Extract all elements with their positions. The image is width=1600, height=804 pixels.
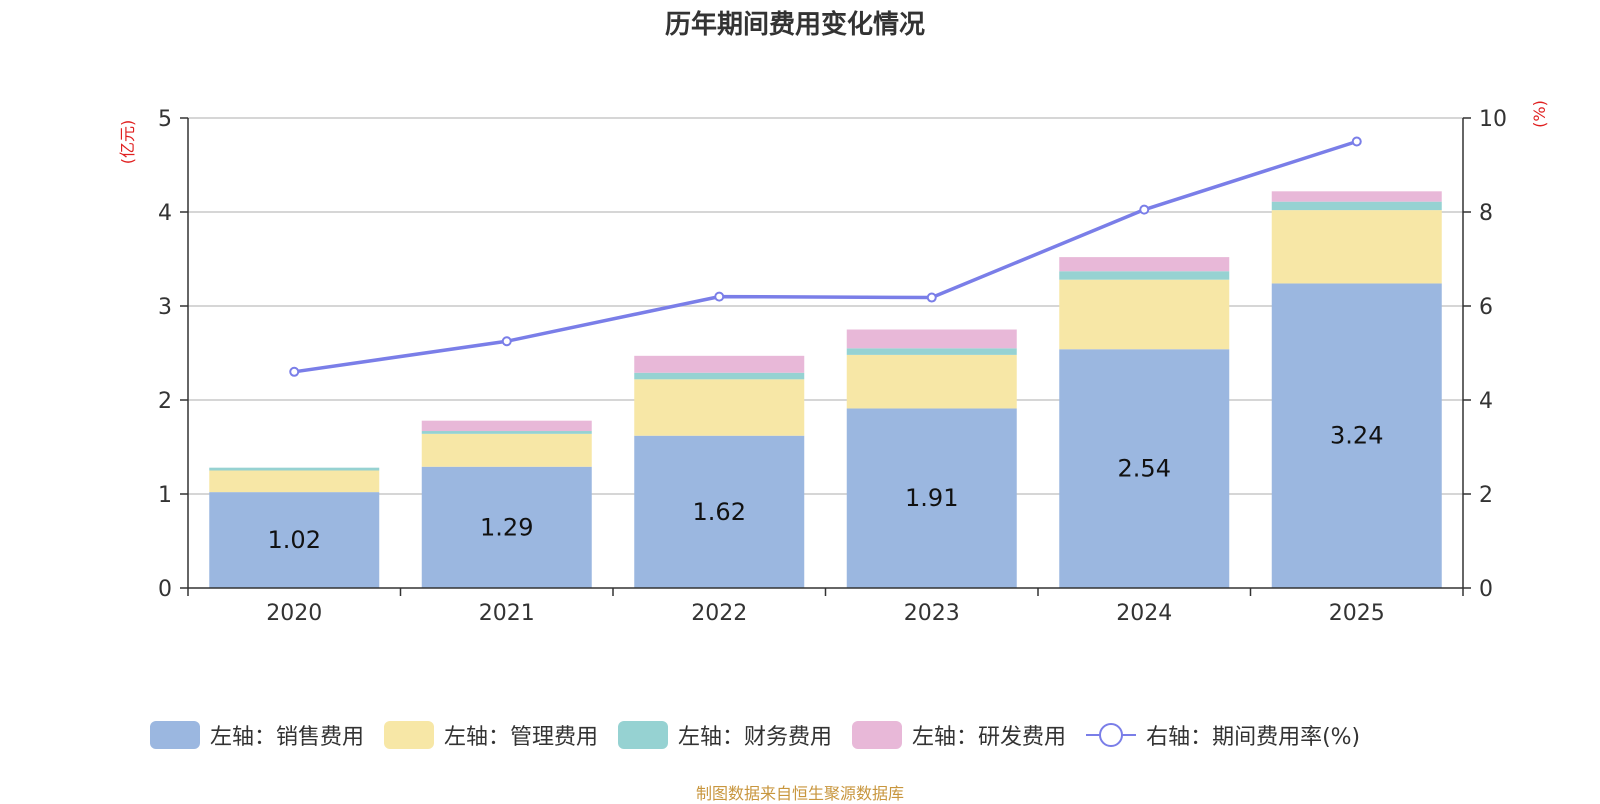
right-axis-tick-label: 2 <box>1479 483 1493 508</box>
right-axis-tick-label: 0 <box>1479 577 1493 602</box>
bar-finance <box>209 467 380 471</box>
legend-label-rate: 右轴：期间费用率(%) <box>1146 725 1361 750</box>
bar-sales <box>846 408 1017 588</box>
bar-finance <box>1271 201 1442 211</box>
right-axis-tick-label: 6 <box>1479 295 1493 320</box>
legend-swatch-rnd <box>852 721 903 749</box>
rate-point <box>714 291 725 302</box>
x-axis-tick-label: 2023 <box>904 601 960 626</box>
left-axis-tick-label: 5 <box>158 107 172 132</box>
legend-item-rnd[interactable]: 左轴：研发费用 <box>852 719 1066 751</box>
bar-sales <box>634 435 805 588</box>
legend-label-rnd: 左轴：研发费用 <box>912 725 1067 750</box>
left-axis-tick-label: 3 <box>158 295 172 320</box>
bar-data-label: 1.62 <box>693 498 746 526</box>
right-axis-tick-label: 8 <box>1479 201 1493 226</box>
legend-item-admin[interactable]: 左轴：管理费用 <box>384 719 598 751</box>
chart-title: 历年期间费用变化情况 <box>664 10 925 40</box>
left-axis-tick-label: 4 <box>158 201 172 226</box>
x-axis-tick-label: 2024 <box>1116 601 1172 626</box>
legend-label-sales: 左轴：销售费用 <box>210 725 365 750</box>
legend-item-sales[interactable]: 左轴：销售费用 <box>150 719 364 751</box>
bar-finance <box>421 431 592 434</box>
rate-point <box>501 336 512 347</box>
right-axis-tick-label: 10 <box>1479 107 1507 132</box>
bar-data-label: 1.91 <box>905 484 958 512</box>
legend-swatch-finance <box>618 721 669 749</box>
left-axis-unit: (亿元) <box>118 120 137 165</box>
left-axis-tick-label: 1 <box>158 483 172 508</box>
legend-swatch-admin <box>384 721 435 749</box>
bar-data-label: 1.29 <box>480 513 533 541</box>
rate-point <box>1351 136 1362 147</box>
bar-rnd <box>846 329 1017 349</box>
x-axis-tick-label: 2021 <box>479 601 535 626</box>
bar-finance <box>846 348 1017 355</box>
bar-data-label: 1.02 <box>268 526 321 554</box>
left-axis-tick-label: 0 <box>158 577 172 602</box>
x-axis-tick-label: 2025 <box>1329 601 1385 626</box>
right-axis-unit: (%) <box>1530 100 1549 128</box>
right-axis-tick-label: 4 <box>1479 389 1493 414</box>
bar-rnd <box>1059 257 1230 272</box>
rate-point <box>926 292 937 303</box>
x-axis-tick-label: 2020 <box>266 601 322 626</box>
bar-data-label: 2.54 <box>1118 455 1171 483</box>
bar-rnd <box>634 355 805 373</box>
bar-admin <box>1059 279 1230 350</box>
bar-sales <box>1059 349 1230 588</box>
legend-swatch-rate <box>1086 721 1137 749</box>
left-axis-tick-label: 2 <box>158 389 172 414</box>
bar-admin <box>1271 210 1442 284</box>
bar-finance <box>634 372 805 380</box>
source-footer: 制图数据来自恒生聚源数据库 <box>695 784 904 803</box>
legend-label-admin: 左轴：管理费用 <box>444 725 599 750</box>
legend-item-finance[interactable]: 左轴：财务费用 <box>618 719 832 751</box>
bar-admin <box>421 433 592 467</box>
bar-rnd <box>421 420 592 432</box>
rate-point <box>289 366 300 377</box>
legend-label-finance: 左轴：财务费用 <box>678 725 833 750</box>
bar-admin <box>846 354 1017 409</box>
bar-data-label: 3.24 <box>1330 422 1383 450</box>
legend-swatch-sales <box>150 721 200 749</box>
bar-admin <box>634 379 805 436</box>
bar-finance <box>1059 271 1230 280</box>
bar-sales <box>421 466 592 588</box>
bar-rnd <box>1271 191 1442 202</box>
bar-sales <box>1271 283 1442 588</box>
bar-sales <box>209 492 380 588</box>
rate-point <box>1139 204 1150 215</box>
legend-item-rate[interactable]: 右轴：期间费用率(%) <box>1086 719 1360 751</box>
bar-admin <box>209 470 380 493</box>
rate-line <box>294 139 1358 374</box>
legend: 左轴：销售费用 左轴：管理费用 左轴：财务费用 左轴：研发费用 右轴：期间费用率… <box>150 720 1380 750</box>
x-axis-tick-label: 2022 <box>691 601 747 626</box>
